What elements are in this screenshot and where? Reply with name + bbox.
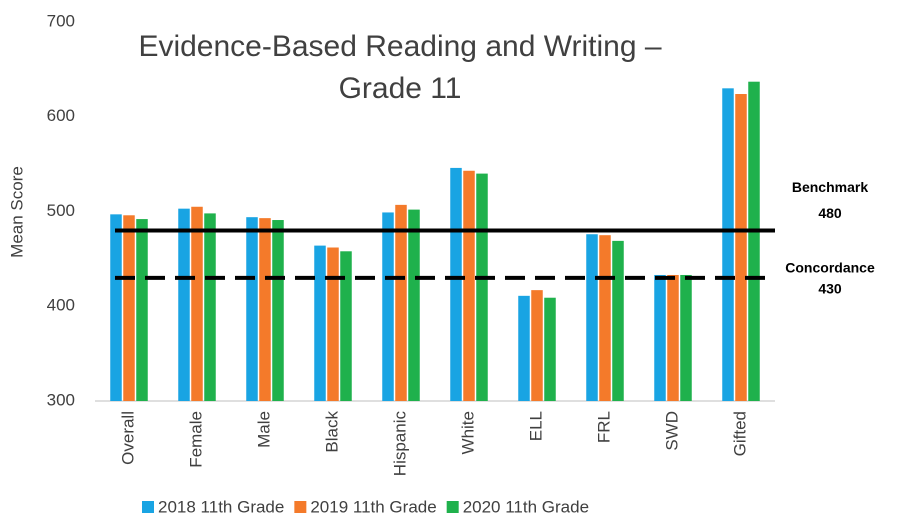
x-tick-label: Male — [254, 411, 273, 448]
bar — [136, 219, 148, 401]
bar — [123, 215, 135, 401]
bar — [340, 251, 352, 401]
bar — [191, 206, 203, 401]
bar — [204, 213, 216, 401]
x-tick-label: Black — [322, 411, 341, 453]
x-tick-label: Hispanic — [390, 411, 409, 477]
x-tick-label: SWD — [662, 411, 681, 451]
bar — [178, 208, 190, 401]
bar — [408, 209, 420, 401]
x-tick-label: FRL — [594, 411, 613, 443]
bar — [544, 297, 556, 401]
chart-title: Evidence-Based Reading and Writing – — [138, 30, 661, 63]
reference-value: 480 — [818, 205, 842, 221]
x-tick-label: Gifted — [730, 411, 749, 456]
bar — [272, 220, 284, 401]
bar — [748, 81, 760, 401]
legend-label: 2020 11th Grade — [463, 497, 589, 516]
y-tick-label: 700 — [47, 11, 75, 30]
legend-label: 2018 11th Grade — [158, 497, 284, 516]
reference-label: Concordance — [785, 260, 875, 276]
bar — [612, 240, 624, 401]
bar — [395, 204, 407, 401]
bar — [531, 290, 543, 401]
bar — [680, 274, 692, 401]
x-tick-label: Female — [186, 411, 205, 468]
bar — [314, 245, 326, 401]
bar — [382, 212, 394, 401]
legend-label: 2019 11th Grade — [310, 497, 436, 516]
reference-label: Benchmark — [792, 179, 868, 195]
bar — [327, 247, 339, 401]
x-tick-label: ELL — [526, 411, 545, 441]
x-tick-label: Overall — [118, 411, 137, 465]
bar — [450, 167, 462, 401]
x-tick-label: White — [458, 411, 477, 454]
legend-swatch — [294, 501, 307, 513]
legend-swatch — [142, 501, 154, 513]
bar — [463, 170, 475, 401]
bar — [586, 234, 598, 401]
bar — [667, 274, 679, 401]
bar — [654, 274, 666, 401]
y-tick-label: 300 — [47, 390, 75, 409]
bar — [722, 88, 734, 401]
y-tick-label: 400 — [47, 296, 75, 315]
reference-value: 430 — [818, 281, 842, 297]
bar — [259, 218, 271, 401]
bar — [518, 295, 530, 401]
legend-swatch — [446, 501, 459, 513]
bar — [246, 217, 258, 401]
bar — [735, 94, 747, 401]
y-tick-label: 500 — [47, 201, 75, 220]
y-axis-label: Mean Score — [7, 166, 26, 258]
chart-title: Grade 11 — [339, 72, 462, 105]
bar — [110, 214, 122, 401]
bar — [476, 173, 488, 401]
bar — [599, 235, 611, 401]
y-tick-label: 600 — [47, 106, 75, 125]
